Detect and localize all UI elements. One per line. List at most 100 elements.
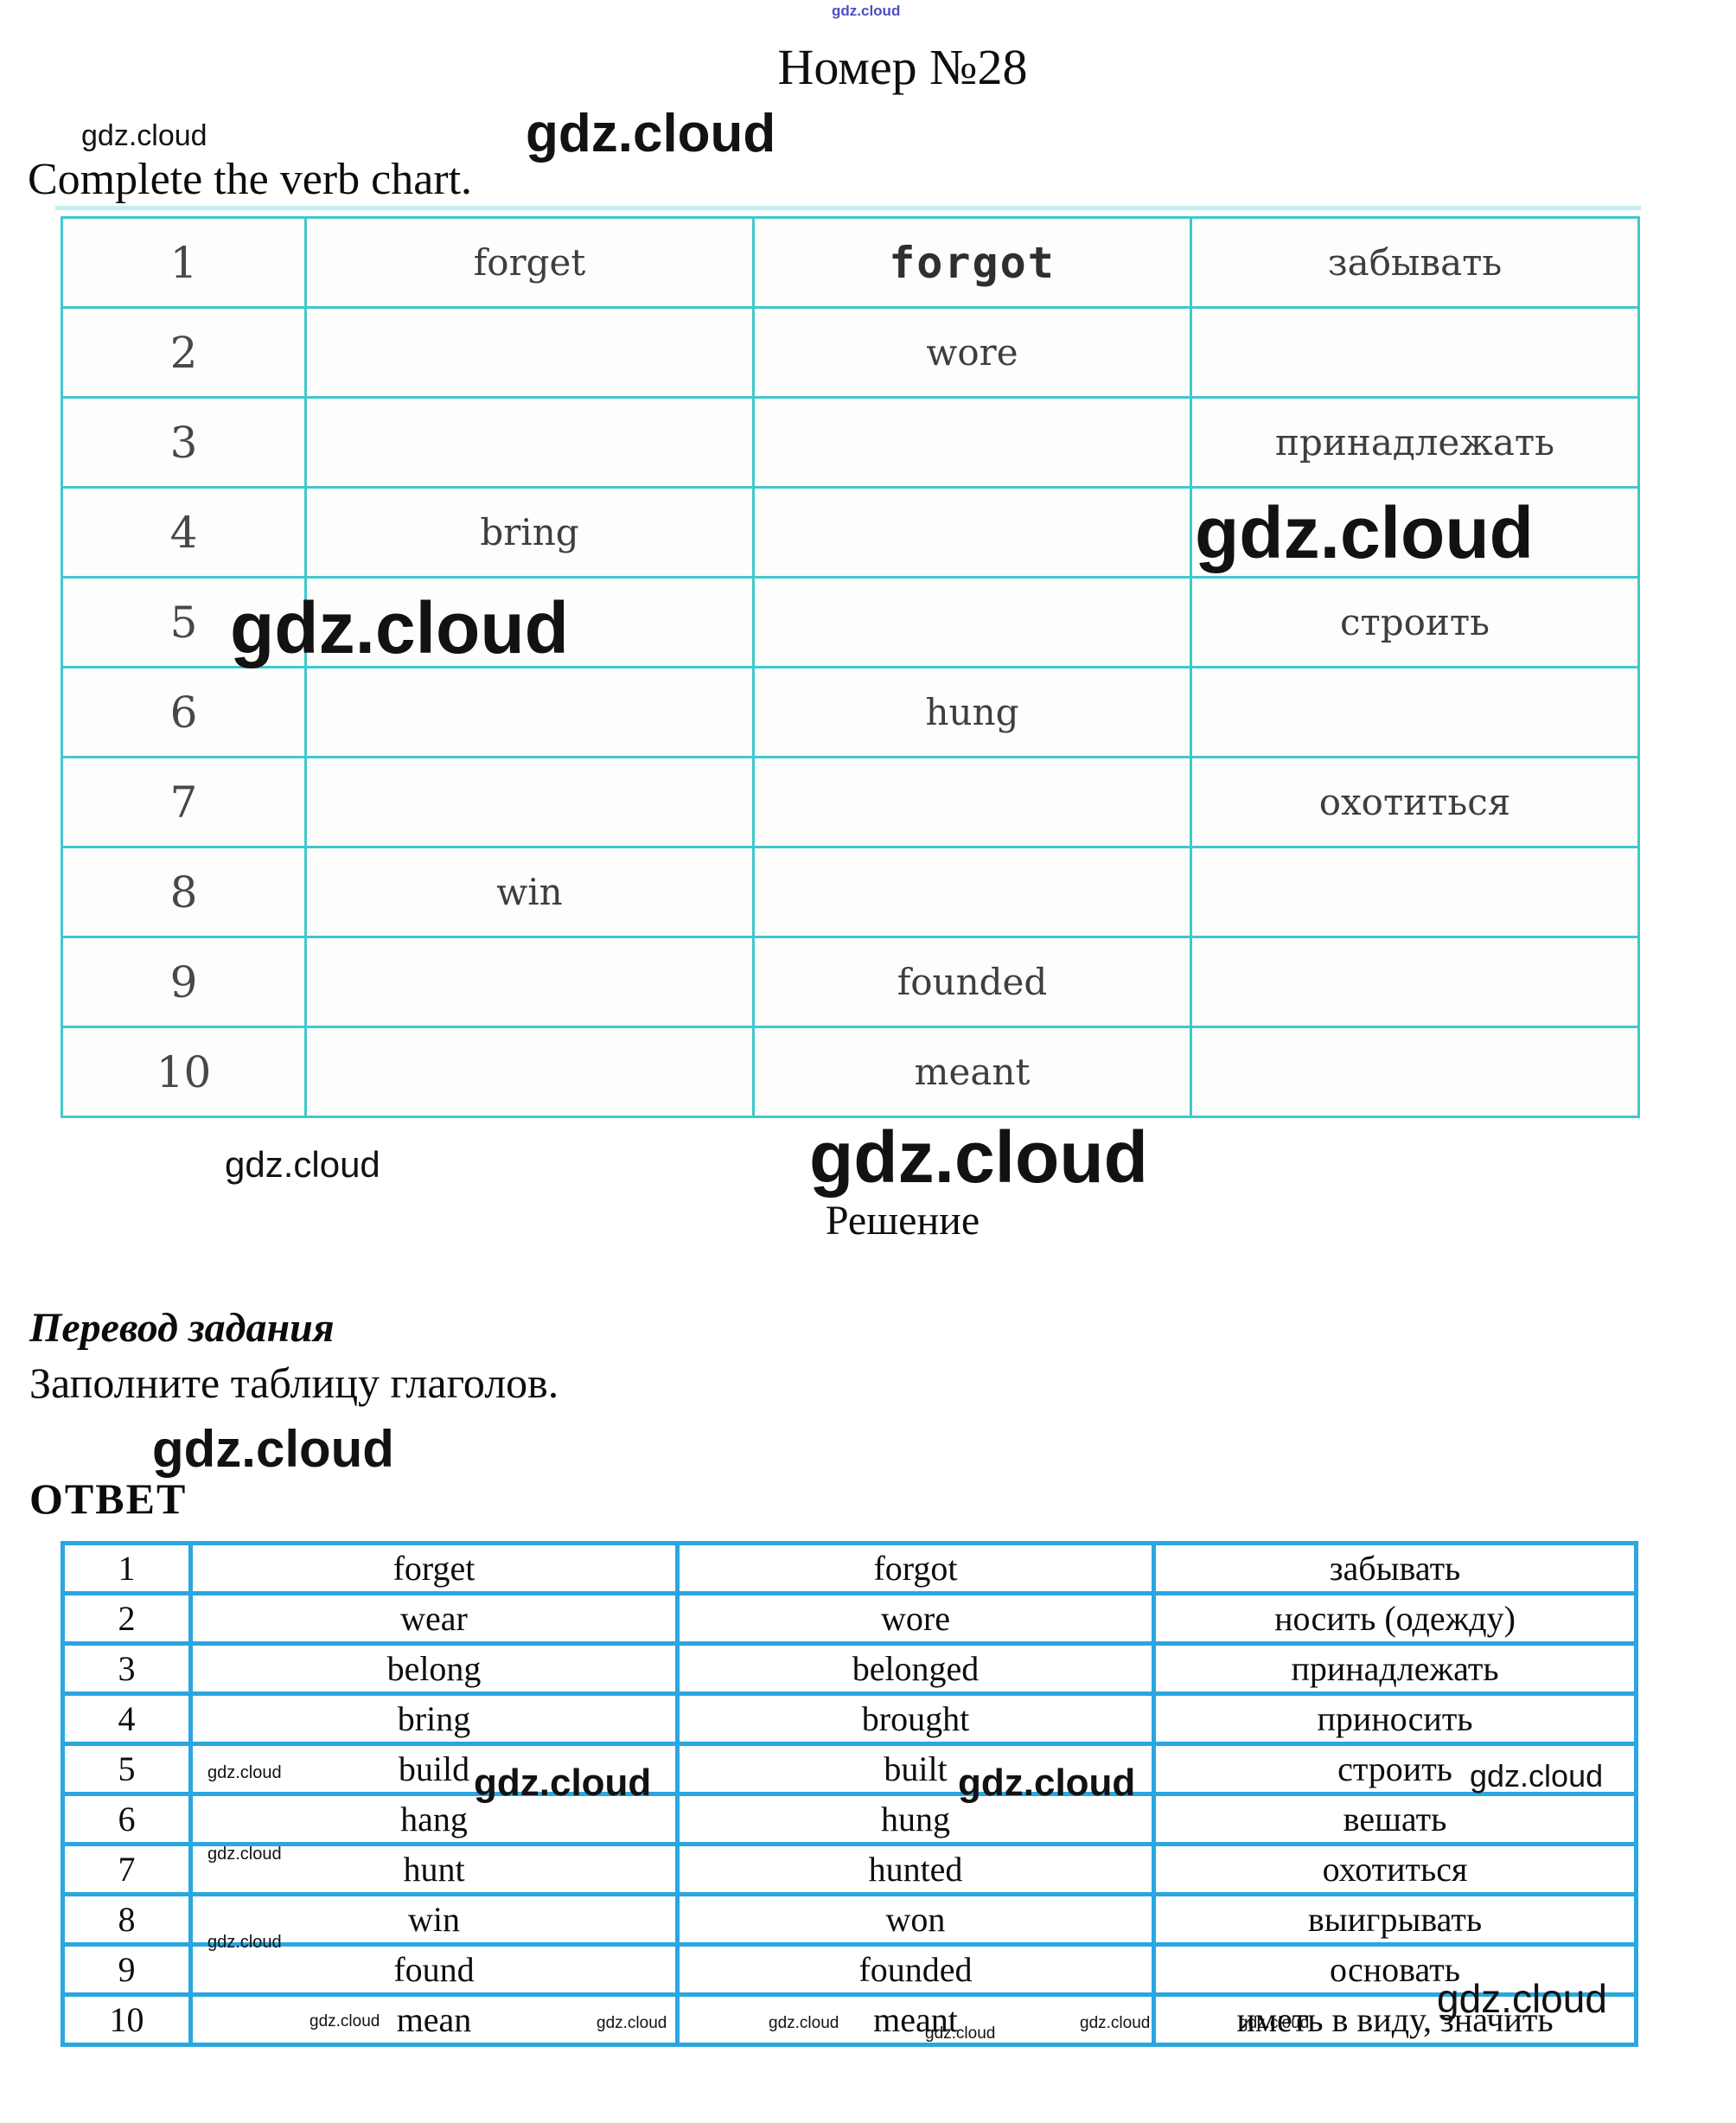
answer-cell-translation: охотиться [1152,1842,1638,1896]
answer-cell-number: 3 [61,1641,193,1696]
gdz-cloud-watermark: gdz.cloud [474,1762,652,1804]
exercise-cell-past [752,486,1192,579]
exercise-cell-translation [1190,936,1640,1028]
translation-text: Заполните таблицу глаголов. [29,1359,559,1407]
exercise-cell-infinitive: win [304,846,755,938]
answer-cell-number: 5 [61,1742,193,1796]
answer-cell-infinitive: bring [188,1691,680,1746]
answer-cell-number: 4 [61,1691,193,1746]
table-row: 5 build built строить [61,1742,1638,1796]
exercise-cell-number: 8 [61,846,307,938]
exercise-cell-number: 4 [61,486,307,579]
table-row: 7 охотиться [61,756,1640,848]
gdz-cloud-watermark: gdz.cloud [310,2012,380,2030]
answer-cell-past: built [675,1742,1156,1796]
gdz-cloud-watermark: gdz.cloud [809,1116,1148,1198]
exercise-cell-past: meant [752,1026,1192,1118]
exercise-cell-number: 7 [61,756,307,848]
exercise-cell-number: 2 [61,306,307,399]
exercise-cell-infinitive: forget [304,216,755,309]
exercise-cell-translation [1190,846,1640,938]
exercise-cell-translation [1190,306,1640,399]
exercise-cell-number: 1 [61,216,307,309]
gdz-cloud-watermark: gdz.cloud [597,2014,667,2032]
exercise-cell-past [752,576,1192,668]
exercise-cell-past [752,846,1192,938]
answer-cell-translation: вешать [1152,1792,1638,1846]
answer-cell-infinitive: belong [188,1641,680,1696]
answer-cell-number: 8 [61,1892,193,1947]
exercise-cell-number: 6 [61,666,307,758]
gdz-cloud-watermark: gdz.cloud [526,104,776,163]
exercise-cell-infinitive [304,396,755,489]
table-row: 7 hunt hunted охотиться [61,1842,1638,1896]
gdz-cloud-watermark: gdz.cloud [1195,492,1534,573]
answer-cell-translation: основать [1152,1942,1638,1997]
answer-cell-past: won [675,1892,1156,1947]
gdz-cloud-watermark: gdz.cloud [1437,1976,1607,2021]
answer-cell-infinitive: found [188,1942,680,1997]
exercise-cell-number: 10 [61,1026,307,1118]
exercise-cell-past [752,396,1192,489]
answer-cell-translation: носить (одежду) [1152,1591,1638,1646]
answer-cell-number: 10 [61,1992,193,2047]
table-row: 1 forget forgot забывать [61,216,1640,309]
exercise-cell-translation: строить [1190,576,1640,668]
answer-cell-translation: иметь в виду, значить [1152,1992,1638,2047]
answer-cell-past: meant [675,1992,1156,2047]
exercise-cell-translation [1190,486,1640,579]
answer-cell-number: 2 [61,1591,193,1646]
answer-cell-infinitive: mean [188,1992,680,2047]
exercise-cell-past: hung [752,666,1192,758]
answer-verb-table: 1 forget forgot забывать 2 wear wore нос… [61,1541,1638,2047]
gdz-cloud-watermark: gdz.cloud [207,1933,282,1952]
table-row: 3 принадлежать [61,396,1640,489]
answer-cell-translation: выигрывать [1152,1892,1638,1947]
table-row: 3 belong belonged принадлежать [61,1641,1638,1696]
exercise-cell-translation: принадлежать [1190,396,1640,489]
exercise-cell-infinitive [304,306,755,399]
table-row: 8 win [61,846,1640,938]
exercise-cell-translation: забывать [1190,216,1640,309]
exercise-cell-past: founded [752,936,1192,1028]
answer-cell-number: 1 [61,1541,193,1595]
answer-cell-past: wore [675,1591,1156,1646]
answer-cell-past: hung [675,1792,1156,1846]
table-row: 9 founded [61,936,1640,1028]
gdz-cloud-watermark: gdz.cloud [207,1845,282,1864]
answer-cell-translation: приносить [1152,1691,1638,1746]
exercise-cell-infinitive [304,576,755,668]
exercise-cell-past: wore [752,306,1192,399]
gdz-cloud-watermark: gdz.cloud [225,1144,380,1185]
answer-cell-number: 7 [61,1842,193,1896]
gdz-cloud-watermark: gdz.cloud [81,119,207,152]
answer-cell-past: hunted [675,1842,1156,1896]
exercise-cell-infinitive [304,936,755,1028]
answer-cell-infinitive: hang [188,1792,680,1846]
gdz-cloud-watermark: gdz.cloud [769,2014,839,2032]
exercise-cell-past-handwritten: forgot [752,216,1192,309]
answer-cell-past: forgot [675,1541,1156,1595]
exercise-cell-number: 9 [61,936,307,1028]
table-row: 2 wore [61,306,1640,399]
table-row: 9 found founded основать [61,1942,1638,1997]
table-row: 10 meant [61,1026,1640,1118]
exercise-cell-infinitive: bring [304,486,755,579]
exercise-cell-infinitive [304,756,755,848]
table-row: 1 forget forgot забывать [61,1541,1638,1595]
table-row: 10 mean meant иметь в виду, значить [61,1992,1638,2047]
gdz-cloud-watermark: gdz.cloud [1080,2014,1151,2032]
answer-cell-translation: строить [1152,1742,1638,1796]
answer-cell-past: belonged [675,1641,1156,1696]
exercise-cell-translation: охотиться [1190,756,1640,848]
table-row: 6 hung [61,666,1640,758]
table-row: 5 строить [61,576,1640,668]
gdz-cloud-watermark: gdz.cloud [207,1763,282,1782]
solution-label: Решение [825,1198,980,1244]
exercise-cell-number: 5 [61,576,307,668]
exercise-cell-past [752,756,1192,848]
page-title: Номер №28 [777,39,1028,95]
gdz-cloud-watermark: gdz.cloud [1470,1758,1604,1794]
answer-cell-infinitive: build [188,1742,680,1796]
